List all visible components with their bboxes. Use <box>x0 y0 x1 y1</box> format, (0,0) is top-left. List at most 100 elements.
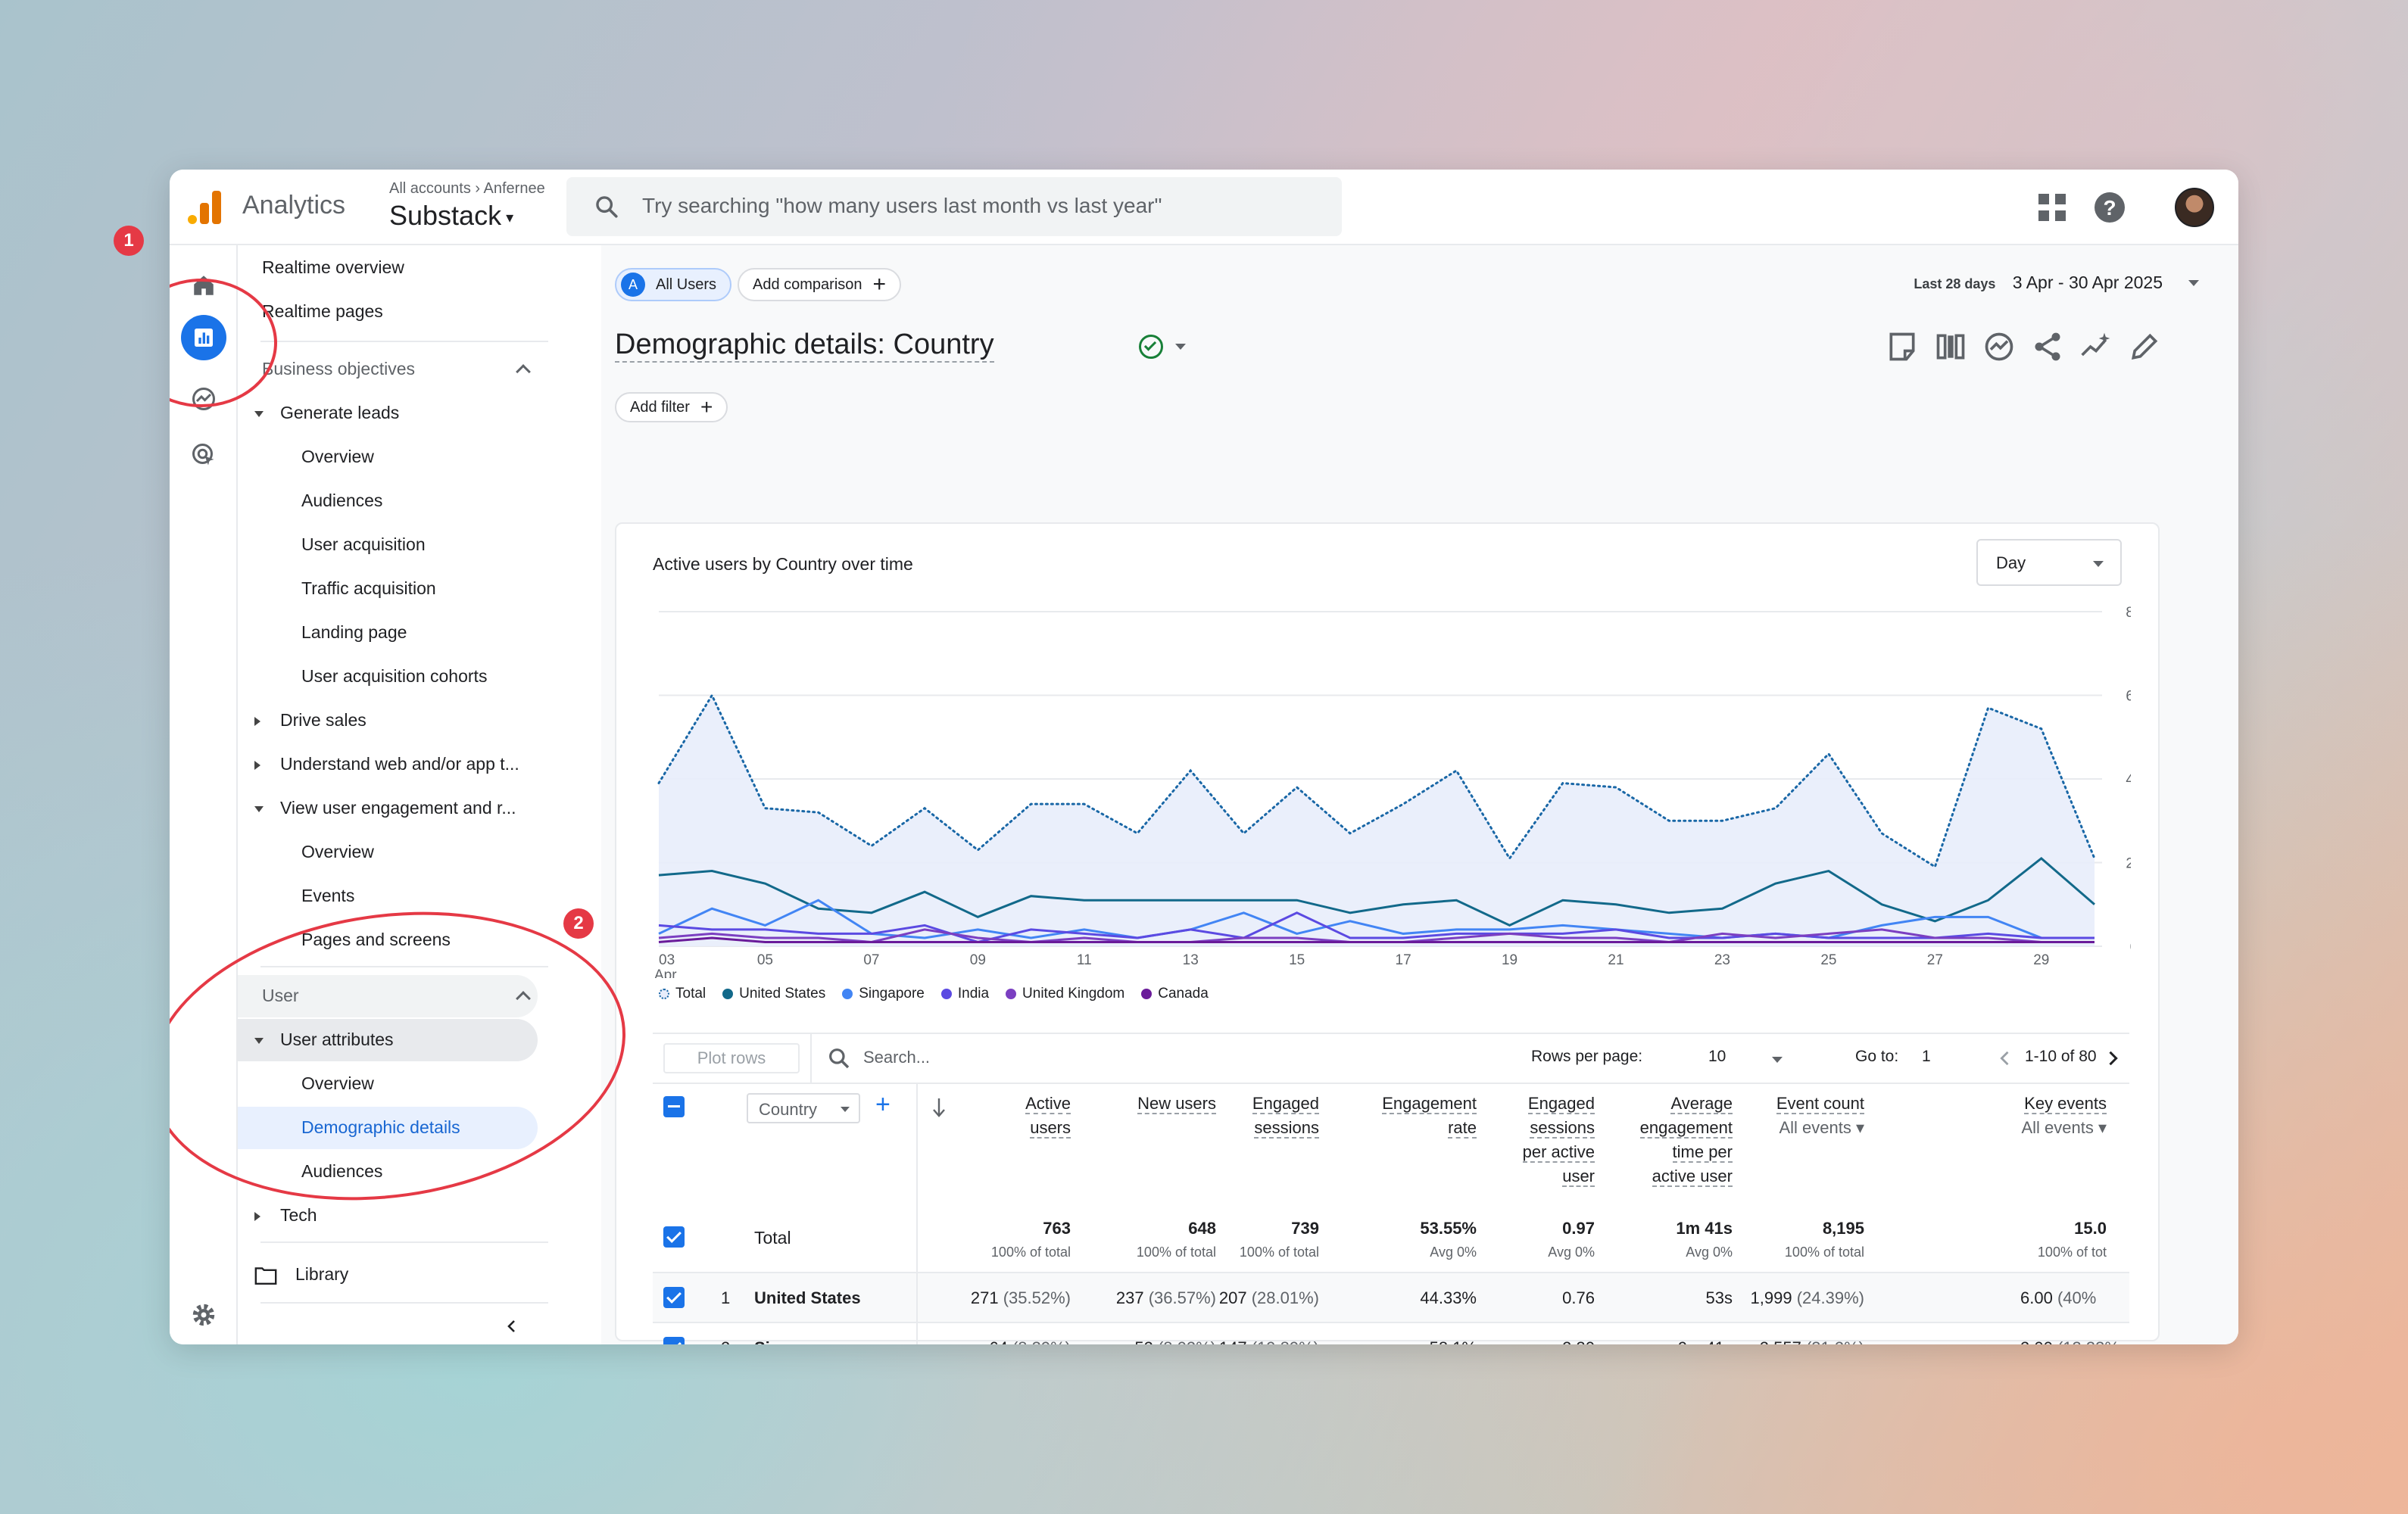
date-range-label: Last 28 days <box>1914 276 1996 291</box>
row-country[interactable]: United States <box>754 1288 861 1307</box>
add-dimension-plus-icon[interactable]: + <box>875 1090 891 1119</box>
dimension-select[interactable]: Country <box>747 1093 860 1123</box>
settings-gear-icon[interactable] <box>186 1297 221 1332</box>
breadcrumb-all-accounts[interactable]: All accounts <box>389 180 471 197</box>
nav-ve-events[interactable]: Events <box>301 886 355 905</box>
legend-item[interactable]: United States <box>722 986 825 1002</box>
nav-gl-audiences[interactable]: Audiences <box>301 491 383 510</box>
date-range-value: 3 Apr - 30 Apr 2025 <box>2012 273 2163 292</box>
collapse-chevron-icon[interactable] <box>516 364 531 379</box>
edit-pencil-icon[interactable] <box>2128 330 2161 363</box>
nav-generate-leads[interactable]: Generate leads <box>254 403 399 423</box>
legend-item[interactable]: India <box>940 986 989 1002</box>
column-header[interactable]: Engaged sessions per active user <box>1522 1092 1595 1188</box>
column-header[interactable]: Key events All events ▾ <box>2021 1092 2107 1140</box>
nav-drive-sales[interactable]: Drive sales <box>254 710 367 731</box>
nav-library[interactable]: Library <box>254 1264 348 1285</box>
go-to-input[interactable]: 1 <box>1922 1048 1931 1065</box>
insights-note-icon[interactable] <box>1886 330 1919 363</box>
caret-down-icon[interactable] <box>1772 1057 1783 1063</box>
next-page-icon[interactable] <box>2102 1048 2123 1069</box>
nav-realtime-overview[interactable]: Realtime overview <box>262 257 404 277</box>
user-avatar[interactable] <box>2175 188 2214 227</box>
row-checkbox[interactable] <box>663 1287 685 1308</box>
apps-grid-icon[interactable] <box>2034 189 2070 226</box>
nav-tech[interactable]: Tech <box>254 1205 317 1226</box>
share-icon[interactable] <box>2031 330 2064 363</box>
total-subtext: 100% of total <box>1239 1245 1319 1260</box>
nav-realtime-pages[interactable]: Realtime pages <box>262 301 383 321</box>
table-search-input[interactable]: Search... <box>863 1048 931 1067</box>
column-header[interactable]: Engaged sessions <box>1252 1092 1319 1140</box>
nav-ua-audiences[interactable]: Audiences <box>301 1161 383 1181</box>
trend-sparkle-icon[interactable] <box>2079 330 2113 363</box>
plot-rows-button[interactable]: Plot rows <box>663 1043 800 1073</box>
collapse-nav-chevron-icon[interactable] <box>503 1317 521 1335</box>
legend-item[interactable]: Canada <box>1141 986 1209 1002</box>
table-row[interactable]: 1 United States 271 (35.52%) 237 (36.57%) 20… <box>653 1272 2129 1323</box>
nav-ua-demographic-details[interactable]: Demographic details <box>301 1117 460 1137</box>
nav-view-engagement[interactable]: View user engagement and r... <box>254 798 516 818</box>
nav-gl-overview[interactable]: Overview <box>301 447 374 466</box>
caret-down-icon <box>841 1107 850 1112</box>
property-selector[interactable]: Substack ▾ <box>389 200 513 232</box>
prev-page-icon[interactable] <box>1995 1048 2016 1069</box>
column-header[interactable]: Active users <box>1025 1092 1071 1140</box>
analytics-logo-icon[interactable] <box>188 191 221 224</box>
nav-gl-landing-page[interactable]: Landing page <box>301 622 407 642</box>
nav-ve-pages[interactable]: Pages and screens <box>301 930 451 949</box>
page-title[interactable]: Demographic details: Country <box>615 329 994 363</box>
legend-item[interactable]: Singapore <box>842 986 925 1002</box>
sort-arrow-down-icon[interactable] <box>930 1096 948 1119</box>
check-circle-icon[interactable] <box>1139 335 1163 359</box>
date-range-picker[interactable]: Last 28 days 3 Apr - 30 Apr 2025 <box>1914 273 2163 293</box>
column-header[interactable]: Average engagement time per active user <box>1639 1092 1733 1188</box>
collapsed-triangle-icon <box>254 1211 260 1221</box>
column-header[interactable]: Engagement rate <box>1382 1092 1477 1140</box>
breadcrumb-account[interactable]: Anfernee <box>483 180 545 197</box>
column-header[interactable]: Event count All events ▾ <box>1776 1092 1864 1140</box>
legend-label: Singapore <box>859 986 925 1002</box>
date-caret-icon[interactable] <box>2188 280 2199 286</box>
nav-gl-cohorts[interactable]: User acquisition cohorts <box>301 666 488 686</box>
legend-item[interactable]: United Kingdom <box>1006 986 1124 1002</box>
advertising-icon[interactable] <box>186 438 221 472</box>
nav-ua-overview[interactable]: Overview <box>301 1073 374 1093</box>
nav-section-user[interactable]: User <box>262 986 299 1005</box>
nav-gl-traffic-acquisition[interactable]: Traffic acquisition <box>301 578 436 598</box>
nav-gl-user-acquisition[interactable]: User acquisition <box>301 534 426 554</box>
granularity-select[interactable]: Day <box>1976 539 2122 586</box>
add-filter-button[interactable]: Add filter + <box>615 392 728 422</box>
column-header[interactable]: New users <box>1137 1092 1216 1116</box>
search-input[interactable]: Try searching "how many users last month… <box>566 177 1342 236</box>
nav-ve-overview[interactable]: Overview <box>301 842 374 861</box>
table-row[interactable]: 2 Singapore 64 (8.39%) 52 (8.02%)147 (19.89… <box>653 1322 2129 1344</box>
rows-per-page-select[interactable]: 10 <box>1708 1048 1726 1065</box>
nav-library-label: Library <box>295 1264 349 1284</box>
row-metric: 53s <box>1705 1288 1733 1307</box>
account-breadcrumb[interactable]: All accounts › Anfernee <box>389 180 545 198</box>
explore-chart-icon[interactable] <box>1982 330 2016 363</box>
search-icon <box>829 1048 850 1069</box>
user-section-bg <box>238 975 538 1017</box>
app-name: Analytics <box>242 191 346 220</box>
row-metric: 44.33% <box>1420 1288 1477 1307</box>
add-comparison-button[interactable]: Add comparison + <box>738 268 902 301</box>
totals-checkbox[interactable] <box>663 1226 685 1248</box>
legend-item[interactable]: Total <box>659 986 706 1002</box>
title-caret-icon[interactable] <box>1175 344 1186 350</box>
caret-down-icon <box>2093 561 2104 567</box>
nav-understand-web[interactable]: Understand web and/or app t... <box>254 754 519 774</box>
nav-divider <box>260 966 548 967</box>
compare-columns-icon[interactable] <box>1934 330 1967 363</box>
nav-section-business-objectives[interactable]: Business objectives <box>262 359 415 378</box>
segment-label: All Users <box>656 276 717 293</box>
help-icon[interactable]: ? <box>2091 189 2128 226</box>
select-all-checkbox[interactable] <box>663 1096 685 1117</box>
row-country[interactable]: Singapore <box>754 1338 836 1344</box>
row-checkbox[interactable] <box>663 1337 685 1344</box>
segment-chip[interactable]: A All Users <box>615 268 732 301</box>
nav-user-attributes[interactable]: User attributes <box>254 1030 394 1050</box>
x-tick-label: 03 <box>659 952 675 968</box>
